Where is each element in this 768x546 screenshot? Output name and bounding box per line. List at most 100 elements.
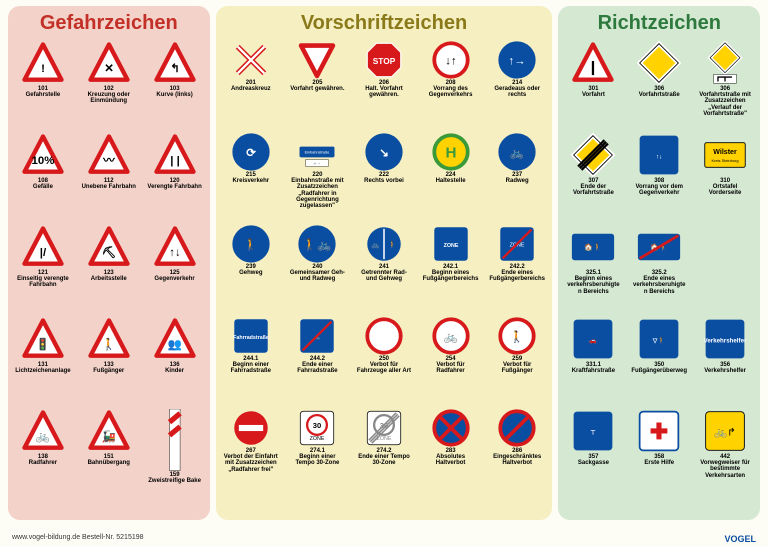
sign-icon: 🏠🚶 xyxy=(637,225,681,269)
sign-cell: 306Vorfahrtstraße xyxy=(628,41,690,131)
sign-cell: 283Absolutes Haltverbot xyxy=(419,409,482,499)
sign-label: Ende der Vorfahrtstraße xyxy=(565,184,621,197)
sign-icon xyxy=(703,41,747,85)
sign-icon: ▽🚶 xyxy=(637,317,681,361)
sign-label: Vorfahrt gewähren. xyxy=(290,86,344,92)
sign-cell: 30ZONE274.1Beginn einer Tempo 30-Zone xyxy=(286,409,349,499)
sign-cell: 🚲254Verbot für Radfahrer xyxy=(419,317,482,407)
sign-cell: Verkehrshelfer356Verkehrshelfer xyxy=(694,317,756,407)
sign-label: Ortstafel Vorderseite xyxy=(697,184,753,197)
sign-cell: 306Vorfahrtstraße mit Zusatzzeichen „Ver… xyxy=(694,41,756,131)
sign-cell: ✚358Erste Hilfe xyxy=(628,409,690,499)
svg-text:↑↓: ↑↓ xyxy=(656,154,662,161)
sign-cell: STOP206Halt. Vorfahrt gewähren. xyxy=(353,41,416,131)
sign-label: Verbot für Radfahrer xyxy=(423,362,479,375)
sign-icon: STOP xyxy=(365,41,403,79)
signs-grid: !101Gefahrstelle✕102Kreuzung oder Einmün… xyxy=(12,41,206,499)
sign-icon: | | xyxy=(153,133,197,177)
svg-text:✚: ✚ xyxy=(650,419,668,444)
sign-cell: WilsterKreis Steinburg310Ortstafel Vorde… xyxy=(694,133,756,223)
svg-text:|/: |/ xyxy=(40,247,47,259)
svg-text:〰: 〰 xyxy=(102,155,115,167)
sign-label: Verbot für Fußgänger xyxy=(489,362,545,375)
sign-cell: ↓↑208Vorrang des Gegenverkehrs xyxy=(419,41,482,131)
sign-cell: 🚲244.2Ende einer Fahrradstraße xyxy=(286,317,349,407)
svg-text:ZONE: ZONE xyxy=(310,436,325,442)
sign-label: Gemeinsamer Geh- und Radweg xyxy=(289,270,345,283)
footer-left: www.vogel-bildung.de Bestell-Nr. 5215198 xyxy=(12,534,144,544)
sign-icon: Verkehrshelfer xyxy=(703,317,747,361)
sign-label: Vorfahrtstraße xyxy=(639,92,680,98)
sign-label: Beginn einer Tempo 30-Zone xyxy=(289,454,345,467)
sign-cell: ⛏123Arbeitsstelle xyxy=(78,225,140,315)
sign-label: Ende eines verkehrsberuhigten Bereichs xyxy=(631,276,687,295)
sign-icon xyxy=(432,409,470,447)
sign-icon: ZONE xyxy=(498,225,536,263)
svg-text:🚲: 🚲 xyxy=(36,431,50,443)
sign-cell: 10%108Gefälle xyxy=(12,133,74,223)
sign-cell: ↰103Kurve (links) xyxy=(144,41,206,131)
sign-icon: 🚲 xyxy=(298,317,336,355)
sign-label: Vorrang vor dem Gegenverkehr xyxy=(631,184,687,197)
svg-text:↓↑: ↓↑ xyxy=(445,56,456,68)
svg-text:ZONE: ZONE xyxy=(443,243,458,249)
sign-cell: |/121Einseitig verengte Fahrbahn xyxy=(12,225,74,315)
sign-icon: 10% xyxy=(21,133,65,177)
svg-text:🚶: 🚶 xyxy=(244,238,258,252)
sign-label: Haltestelle xyxy=(436,178,466,184)
svg-text:🚶: 🚶 xyxy=(102,337,116,351)
sign-cell: !101Gefahrstelle xyxy=(12,41,74,131)
sign-label: Beginn einer Fahrradstraße xyxy=(223,362,279,375)
sign-label: Bahnübergang xyxy=(88,460,130,466)
sign-label: Arbeitsstelle xyxy=(91,276,127,282)
sign-cell: 267Verbot der Einfahrt mit Zusatzzeichen… xyxy=(220,409,283,499)
svg-text:↰: ↰ xyxy=(170,63,180,75)
sign-icon: 🚶🚲 xyxy=(298,225,336,263)
sign-icon: 🚲↱ xyxy=(703,409,747,453)
svg-text:🚶: 🚶 xyxy=(510,330,524,344)
sign-icon: 30ZONE xyxy=(365,409,403,447)
sign-icon: ⛏ xyxy=(87,225,131,269)
svg-text:✕: ✕ xyxy=(104,63,114,75)
sign-icon xyxy=(298,41,336,79)
sign-cell: Fahrradstraße244.1Beginn einer Fahrradst… xyxy=(220,317,283,407)
sign-icon: ! xyxy=(21,41,65,85)
sign-label: Fußgänger xyxy=(93,368,124,374)
signs-grid: ┃301Vorfahrt306Vorfahrtstraße306Vorfahrt… xyxy=(562,41,756,499)
sign-cell xyxy=(694,225,756,315)
sign-label: Getrennter Rad- und Gehweg xyxy=(356,270,412,283)
sign-cell: 🚲237Radweg xyxy=(486,133,549,223)
sign-label: Verkehrshelfer xyxy=(704,368,746,374)
sign-label: Rechts vorbei xyxy=(364,178,404,184)
column-gefahr: Gefahrzeichen!101Gefahrstelle✕102Kreuzun… xyxy=(8,6,210,520)
sign-icon: ⊤ xyxy=(571,409,615,453)
sign-icon: 🚲 xyxy=(21,409,65,453)
sign-label: Andreaskreuz xyxy=(231,86,271,92)
sign-label: Absolutes Haltverbot xyxy=(423,454,479,467)
sign-cell: 159Zweistreifige Bake xyxy=(144,409,206,499)
sign-cell: 🚂151Bahnübergang xyxy=(78,409,140,499)
sign-label: Kurve (links) xyxy=(156,92,192,98)
svg-text:🚲↱: 🚲↱ xyxy=(714,426,736,438)
sign-cell: ▽🚶350Fußgängerüberweg xyxy=(628,317,690,407)
sign-icon: ↑↓ xyxy=(153,225,197,269)
svg-text:⊤: ⊤ xyxy=(591,430,596,437)
svg-text:↑↓: ↑↓ xyxy=(169,247,180,259)
sign-icon: 🚲🚶 xyxy=(365,225,403,263)
sign-icon: 〰 xyxy=(87,133,131,177)
sign-cell: Einbahnstraße🚲 ↔220Einbahnstraße mit Zus… xyxy=(286,133,349,223)
sign-label: Gefälle xyxy=(33,184,53,190)
svg-text:Fahrradstraße: Fahrradstraße xyxy=(233,335,269,341)
sign-icon: ✕ xyxy=(87,41,131,85)
sign-icon xyxy=(637,41,681,85)
sign-cell: 🚶239Gehweg xyxy=(220,225,283,315)
sign-label: Einbahnstraße mit Zusatzzeichen „Radfahr… xyxy=(289,178,345,209)
sign-cell: | |120Verengte Fahrbahn xyxy=(144,133,206,223)
sign-icon: Einbahnstraße🚲 ↔ xyxy=(298,133,336,171)
sign-cell: 🚦131Lichtzeichenanlage xyxy=(12,317,74,407)
sign-cell: ↘222Rechts vorbei xyxy=(353,133,416,223)
sign-label: Unebene Fahrbahn xyxy=(82,184,136,190)
sign-icon: 30ZONE xyxy=(298,409,336,447)
sign-cell: ↑↓308Vorrang vor dem Gegenverkehr xyxy=(628,133,690,223)
column-title: Vorschriftzeichen xyxy=(220,12,549,35)
